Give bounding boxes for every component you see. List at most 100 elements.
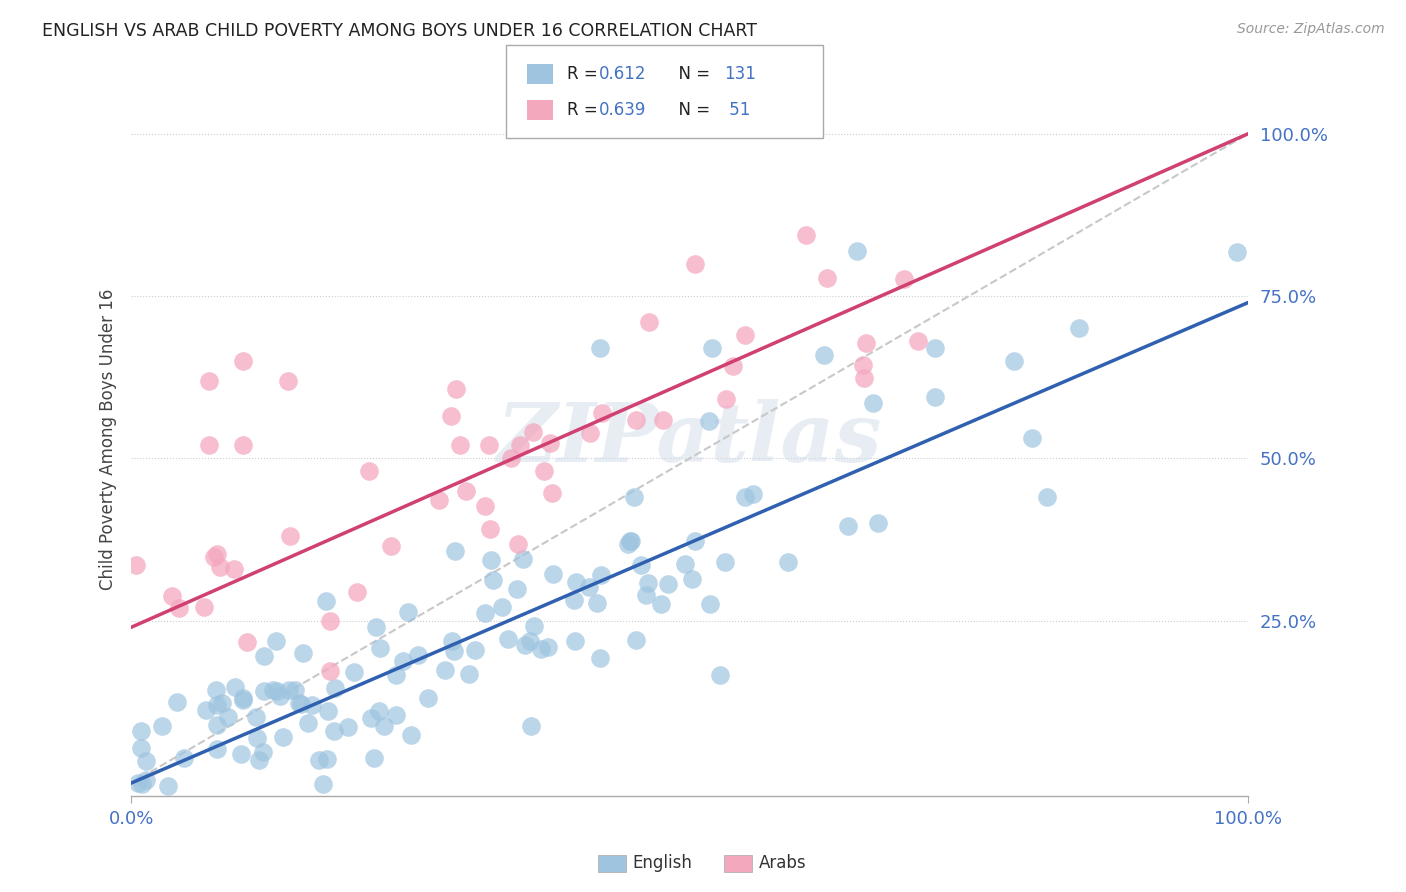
Text: 131: 131 [724, 65, 756, 83]
Text: 0.639: 0.639 [599, 101, 647, 119]
Point [342, 665, 364, 679]
Point [924, 390, 946, 404]
Point [589, 567, 612, 582]
Point [209, 808, 232, 822]
Point [363, 751, 385, 765]
Point [131, 777, 153, 791]
Text: 51: 51 [724, 101, 751, 119]
Point [714, 555, 737, 569]
Point [160, 589, 183, 603]
Point [323, 681, 346, 696]
Point [846, 244, 869, 258]
Point [156, 780, 179, 794]
Point [135, 773, 157, 788]
Point [619, 534, 641, 549]
Point [624, 633, 647, 648]
Point [815, 271, 838, 285]
Point [1226, 244, 1249, 259]
Point [195, 703, 218, 717]
Point [209, 560, 232, 574]
Point [716, 392, 738, 406]
Point [301, 698, 323, 712]
Point [205, 683, 228, 698]
Y-axis label: Child Poverty Among Boys Under 16: Child Poverty Among Boys Under 16 [100, 288, 117, 590]
Point [709, 667, 731, 681]
Point [316, 704, 339, 718]
Point [249, 753, 271, 767]
Point [853, 371, 876, 385]
Point [578, 580, 600, 594]
Point [232, 806, 254, 821]
Point [496, 632, 519, 646]
Point [1021, 432, 1043, 446]
Point [734, 327, 756, 342]
Point [474, 500, 496, 514]
Point [637, 575, 659, 590]
Point [368, 640, 391, 655]
Point [252, 745, 274, 759]
Point [288, 696, 311, 710]
Point [623, 491, 645, 505]
Point [202, 550, 225, 565]
Point [271, 731, 294, 745]
Point [434, 663, 457, 677]
Point [907, 334, 929, 348]
Point [205, 741, 228, 756]
Point [538, 436, 561, 450]
Point [734, 491, 756, 505]
Point [232, 692, 254, 706]
Point [541, 485, 564, 500]
Point [742, 486, 765, 500]
Point [138, 808, 160, 822]
Point [209, 808, 232, 822]
Text: N =: N = [668, 101, 716, 119]
Point [474, 606, 496, 620]
Point [269, 690, 291, 704]
Point [240, 807, 263, 822]
Point [198, 374, 221, 388]
Point [205, 718, 228, 732]
Point [443, 544, 465, 558]
Point [131, 723, 153, 738]
Text: R =: R = [567, 65, 603, 83]
Point [312, 777, 335, 791]
Point [284, 682, 307, 697]
Point [135, 754, 157, 768]
Point [291, 647, 314, 661]
Text: R =: R = [567, 101, 603, 119]
Point [638, 315, 661, 329]
Point [262, 682, 284, 697]
Point [198, 438, 221, 452]
Point [316, 752, 339, 766]
Point [657, 577, 679, 591]
Point [893, 272, 915, 286]
Text: N =: N = [668, 65, 716, 83]
Point [439, 409, 461, 424]
Point [236, 635, 259, 649]
Point [325, 808, 347, 822]
Point [131, 741, 153, 756]
Point [855, 336, 877, 351]
Point [523, 619, 546, 633]
Point [866, 516, 889, 531]
Point [392, 654, 415, 668]
Point [207, 547, 229, 561]
Point [205, 698, 228, 713]
Point [127, 776, 149, 790]
Point [479, 553, 502, 567]
Point [697, 414, 720, 428]
Point [1036, 491, 1059, 505]
Point [478, 522, 501, 536]
Text: Arabs: Arabs [759, 855, 807, 872]
Point [458, 667, 481, 681]
Point [721, 359, 744, 373]
Point [193, 600, 215, 615]
Point [373, 719, 395, 733]
Point [396, 605, 419, 619]
Point [173, 751, 195, 765]
Point [356, 808, 378, 822]
Point [776, 555, 799, 569]
Point [700, 341, 723, 355]
Text: ENGLISH VS ARAB CHILD POVERTY AMONG BOYS UNDER 16 CORRELATION CHART: ENGLISH VS ARAB CHILD POVERTY AMONG BOYS… [42, 22, 758, 40]
Point [264, 633, 287, 648]
